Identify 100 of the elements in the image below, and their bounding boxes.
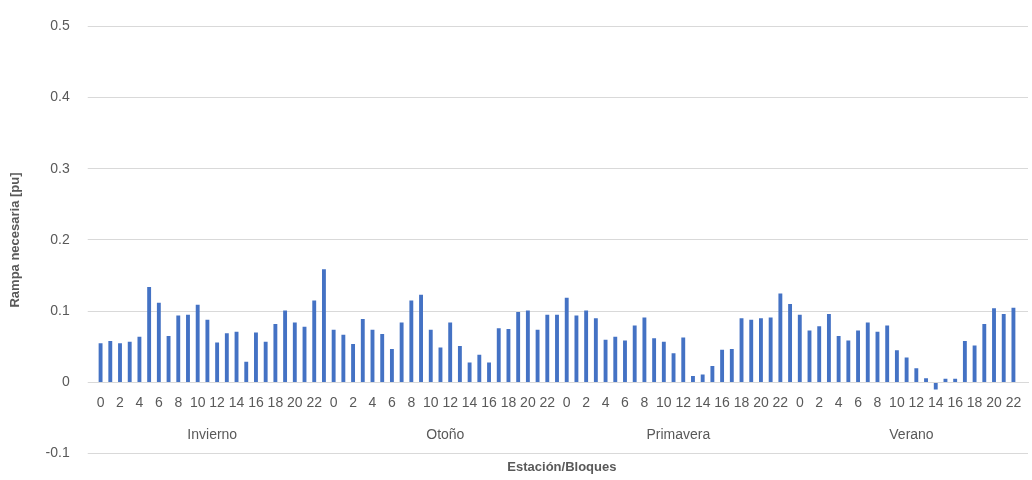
bar — [992, 308, 996, 382]
x-tick-label: 14 — [228, 393, 245, 410]
bar — [312, 300, 317, 382]
bar — [846, 340, 851, 382]
bar — [360, 319, 365, 382]
x-tick-label: 22 — [306, 393, 323, 410]
x-tick-label: 2 — [116, 393, 125, 410]
bar — [729, 348, 734, 382]
bar — [467, 362, 472, 382]
bar — [263, 341, 268, 382]
bar — [186, 314, 190, 382]
x-tick-label: 20 — [287, 393, 303, 410]
bar — [331, 329, 336, 382]
annotation: Verano — [889, 426, 934, 443]
bar — [118, 343, 122, 382]
bar — [127, 341, 132, 382]
x-tick-label: 2 — [582, 393, 591, 410]
bar — [380, 333, 385, 382]
x-tick-label: 10 — [656, 393, 672, 410]
bar — [894, 350, 899, 382]
x-tick-label: 10 — [422, 393, 439, 410]
x-tick-label: 22 — [772, 393, 789, 410]
bar — [166, 336, 171, 382]
bar — [962, 341, 967, 382]
bar — [797, 314, 802, 382]
x-tick-label: 6 — [154, 393, 163, 410]
bar — [914, 368, 919, 382]
x-tick-label: 12 — [908, 393, 925, 410]
bar — [487, 362, 491, 382]
bar — [409, 300, 414, 382]
bar — [516, 311, 521, 382]
bar — [924, 378, 928, 382]
bar — [98, 343, 103, 382]
bar — [254, 332, 258, 382]
x-tick-label: 10 — [189, 393, 206, 410]
bar — [496, 328, 501, 382]
bar — [681, 337, 686, 382]
bar — [768, 317, 773, 382]
bar — [603, 339, 608, 382]
x-tick-label: 2 — [349, 393, 358, 410]
bar — [224, 333, 229, 382]
bar — [856, 330, 860, 382]
x-tick-label: 6 — [388, 393, 397, 410]
bar — [584, 310, 589, 382]
x-tick-label: 14 — [461, 393, 478, 410]
bar — [525, 310, 530, 382]
annotation: Primavera — [646, 426, 711, 443]
bar — [720, 349, 725, 382]
x-tick-label: 4 — [834, 393, 843, 410]
y-tick-label: 0.1 — [50, 302, 70, 319]
x-tick-label: 8 — [873, 393, 882, 410]
x-tick-label: 16 — [714, 393, 731, 410]
bar — [205, 319, 210, 382]
bar — [477, 354, 482, 382]
bar — [147, 286, 152, 382]
y-tick-label: 0.3 — [50, 159, 70, 176]
y-tick-label: 0.2 — [50, 230, 70, 247]
bar — [399, 322, 404, 382]
bar — [778, 293, 783, 382]
bar — [632, 325, 637, 382]
x-tick-label: 18 — [733, 393, 750, 410]
x-tick-label: 14 — [694, 393, 711, 410]
bar — [982, 324, 987, 382]
x-tick-label: 8 — [640, 393, 649, 410]
bar — [836, 336, 841, 382]
bar — [341, 334, 346, 382]
x-tick-label: 18 — [500, 393, 517, 410]
bar — [535, 329, 540, 382]
x-tick-label: 0 — [96, 393, 105, 410]
x-tick-label: 8 — [407, 393, 416, 410]
x-tick-label: 16 — [248, 393, 264, 410]
bar — [574, 315, 579, 382]
bar — [351, 343, 356, 382]
x-tick-label: 4 — [601, 393, 610, 410]
y-tick-label: -0.1 — [45, 444, 70, 461]
x-tick-label: 14 — [927, 393, 944, 410]
bar — [904, 357, 909, 382]
bar — [292, 322, 297, 382]
x-tick-label: 0 — [562, 393, 571, 410]
x-tick-label: 6 — [854, 393, 863, 410]
bar — [273, 324, 278, 382]
bar — [545, 314, 550, 382]
bar — [215, 342, 220, 382]
bar — [457, 346, 462, 382]
bar — [759, 318, 763, 382]
x-tick-label: 10 — [889, 393, 905, 410]
bar — [1001, 314, 1006, 382]
x-tick-label: 0 — [795, 393, 804, 410]
bar — [108, 341, 113, 382]
bar — [661, 341, 666, 382]
bar — [642, 317, 647, 382]
x-tick-label: 20 — [753, 393, 769, 410]
x-tick-label: 22 — [1005, 393, 1022, 410]
x-tick-label: 2 — [815, 393, 824, 410]
x-tick-label: 12 — [675, 393, 692, 410]
bar — [953, 378, 958, 382]
bar — [389, 348, 394, 382]
bar — [972, 345, 977, 382]
bar — [652, 338, 657, 382]
y-tick-label: 0 — [61, 373, 70, 390]
